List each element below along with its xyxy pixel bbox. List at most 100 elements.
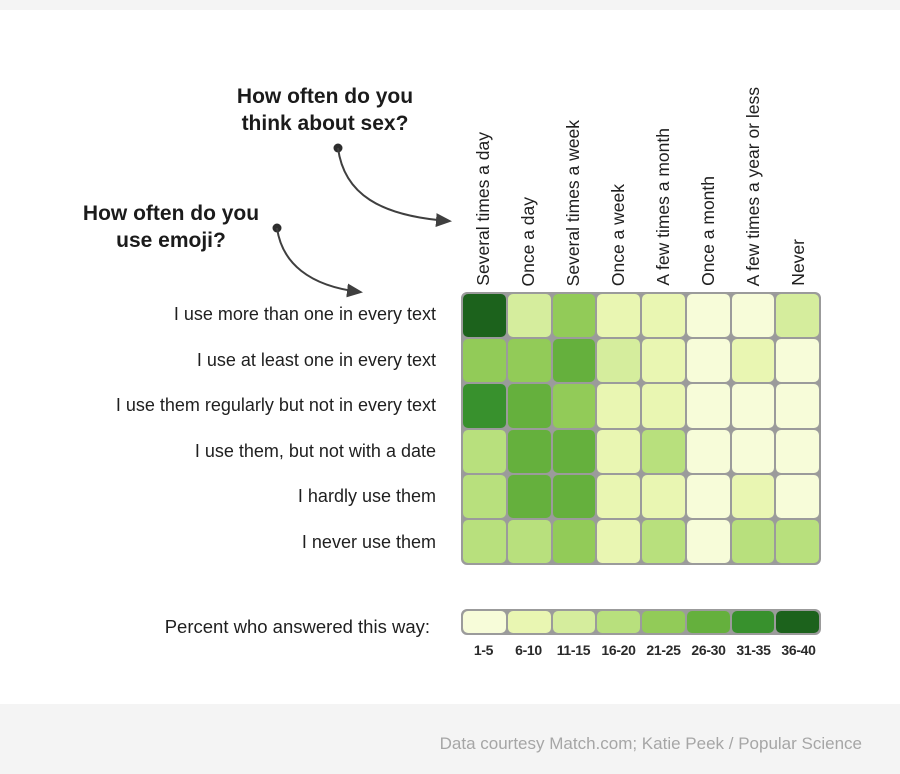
heatmap-cell: [463, 474, 506, 518]
question-emoji-line2: use emoji?: [116, 228, 226, 252]
question-use-emoji: How often do you use emoji?: [55, 201, 287, 255]
row-label: I use them, but not with a date: [194, 440, 436, 461]
column-label: A few times a year or less: [731, 16, 776, 286]
question-think-about-sex: How often do you think about sex?: [200, 84, 450, 138]
legend-title: Percent who answered this way:: [164, 616, 430, 637]
question-emoji-line1: How often do you: [82, 202, 260, 225]
heatmap-cell: [686, 339, 730, 383]
legend-bin-label: 36-40: [781, 642, 816, 658]
legend-swatches: [461, 609, 821, 635]
heatmap-cell: [463, 519, 506, 563]
heatmap-cell: [507, 429, 551, 473]
footer-credit: Data courtesy Match.com; Katie Peek / Po…: [439, 734, 862, 753]
column-label: Once a week: [596, 16, 641, 286]
legend-swatch: [731, 611, 775, 633]
question-sex-line1: How often do you: [236, 85, 414, 108]
legend-bin-label: 31-35: [736, 642, 771, 658]
heatmap-cell: [597, 384, 640, 428]
row-labels: I use more than one in every text I use a…: [0, 292, 450, 565]
heatmap-cell: [731, 339, 775, 383]
heatmap-cell: [686, 294, 730, 338]
column-label-text: Several times a week: [562, 119, 583, 286]
heatmap-cell: [776, 384, 819, 428]
legend-bin-label: 21-25: [646, 642, 681, 658]
heatmap-cell: [686, 519, 730, 563]
legend-bin-label: 16-20: [601, 642, 636, 658]
heatmap-cell: [507, 474, 551, 518]
column-label-text: Several times a day: [472, 132, 493, 286]
heatmap-cell: [776, 474, 819, 518]
heatmap-cell: [731, 519, 775, 563]
heatmap-cell: [463, 429, 506, 473]
heatmap-cell: [552, 339, 596, 383]
row-label: I never use them: [301, 531, 436, 552]
row-label: I use more than one in every text: [173, 304, 436, 325]
heatmap-cell: [731, 384, 775, 428]
heatmap-cell: [776, 339, 819, 383]
heatmap-cell: [686, 384, 730, 428]
heatmap-cell: [642, 474, 685, 518]
legend-swatch: [552, 611, 596, 633]
legend-swatch: [507, 611, 551, 633]
heatmap-cell: [552, 429, 596, 473]
column-label: Several times a day: [461, 16, 506, 286]
legend-swatch: [642, 611, 685, 633]
top-strip: [0, 0, 900, 10]
heatmap-cell: [597, 294, 640, 338]
heatmap-cell: [642, 339, 685, 383]
heatmap-cell: [642, 429, 685, 473]
heatmap-cell: [552, 294, 596, 338]
heatmap-cell: [597, 519, 640, 563]
footer-band: Data courtesy Match.com; Katie Peek / Po…: [0, 704, 900, 774]
heatmap-cell: [552, 384, 596, 428]
column-label-text: Once a day: [517, 196, 538, 287]
heatmap-cell: [731, 429, 775, 473]
column-label-text: Once a week: [607, 183, 628, 286]
column-label: Several times a week: [551, 16, 596, 286]
heatmap-cell: [686, 429, 730, 473]
heatmap-cell: [552, 474, 596, 518]
legend-bin-label: 6-10: [515, 642, 542, 658]
column-labels: Several times a day Once a day Several tim…: [461, 16, 821, 286]
legend-bin-label: 1-5: [473, 642, 494, 658]
question-sex-line2: think about sex?: [241, 111, 409, 135]
heatmap-cell: [597, 474, 640, 518]
column-label-text: A few times a month: [652, 128, 673, 286]
legend-swatch: [686, 611, 730, 633]
heatmap-grid: [461, 292, 821, 565]
heatmap-cell: [463, 294, 506, 338]
heatmap-cell: [731, 474, 775, 518]
heatmap-cell: [731, 294, 775, 338]
heatmap-cell: [776, 294, 819, 338]
row-label: I use at least one in every text: [196, 349, 436, 370]
heatmap-cell: [463, 384, 506, 428]
legend-swatch: [597, 611, 640, 633]
legend-swatch: [776, 611, 819, 633]
heatmap-cell: [507, 384, 551, 428]
arrow-to-columns: [333, 143, 452, 228]
heatmap-cell: [642, 294, 685, 338]
column-label-text: Once a month: [697, 176, 718, 286]
legend-bin-labels: 1-5 6-10 11-15 16-20 21-25 26-30 31-35 36-40: [461, 642, 821, 658]
row-label: I hardly use them: [297, 486, 436, 507]
column-label: Once a day: [506, 16, 551, 287]
heatmap-cell: [463, 339, 506, 383]
heatmap-cell: [597, 429, 640, 473]
column-label: Never: [776, 16, 821, 286]
heatmap-cell: [507, 339, 551, 383]
column-label-text: Never: [787, 239, 808, 286]
heatmap-cell: [552, 519, 596, 563]
heatmap-cell: [776, 429, 819, 473]
legend-swatch: [463, 611, 506, 633]
legend-bin-label: 11-15: [556, 642, 591, 658]
heatmap-cell: [507, 519, 551, 563]
row-label: I use them regularly but not in every te…: [115, 395, 436, 416]
heatmap-cell: [776, 519, 819, 563]
heatmap-cell: [642, 519, 685, 563]
column-label-text: A few times a year or less: [742, 86, 763, 286]
heatmap-cell: [642, 384, 685, 428]
column-label: A few times a month: [641, 16, 686, 286]
heatmap-cell: [597, 339, 640, 383]
legend-bin-label: 26-30: [691, 642, 726, 658]
